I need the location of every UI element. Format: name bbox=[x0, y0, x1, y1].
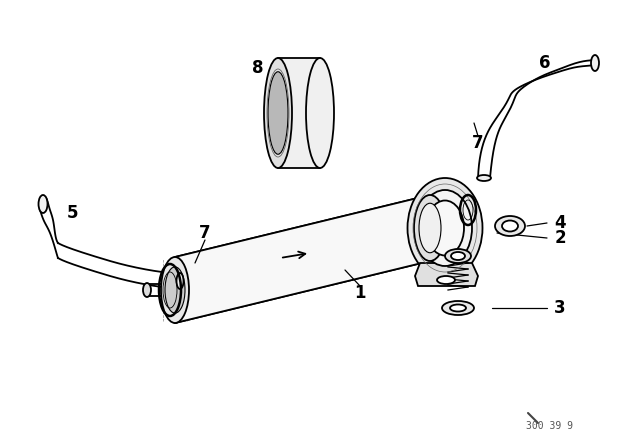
Text: 5: 5 bbox=[67, 204, 77, 222]
Ellipse shape bbox=[437, 276, 455, 284]
Ellipse shape bbox=[264, 58, 292, 168]
Ellipse shape bbox=[502, 220, 518, 232]
Text: 2: 2 bbox=[554, 229, 566, 247]
Text: 300 39 9: 300 39 9 bbox=[527, 421, 573, 431]
Ellipse shape bbox=[161, 257, 189, 323]
Ellipse shape bbox=[306, 58, 334, 168]
Ellipse shape bbox=[477, 175, 491, 181]
Text: 3: 3 bbox=[554, 299, 566, 317]
Polygon shape bbox=[415, 263, 478, 286]
Ellipse shape bbox=[177, 273, 184, 289]
Text: 1: 1 bbox=[355, 284, 365, 302]
Ellipse shape bbox=[418, 190, 472, 266]
Text: 6: 6 bbox=[540, 54, 551, 72]
Ellipse shape bbox=[38, 195, 47, 213]
Text: 8: 8 bbox=[252, 59, 264, 77]
Ellipse shape bbox=[268, 72, 288, 154]
Ellipse shape bbox=[143, 283, 151, 297]
Text: 7: 7 bbox=[199, 224, 211, 242]
Ellipse shape bbox=[419, 203, 441, 253]
Polygon shape bbox=[175, 195, 430, 323]
Ellipse shape bbox=[451, 252, 465, 260]
Polygon shape bbox=[278, 58, 320, 168]
Text: 4: 4 bbox=[554, 214, 566, 232]
Ellipse shape bbox=[450, 305, 466, 311]
Ellipse shape bbox=[414, 195, 446, 261]
Text: 7: 7 bbox=[472, 134, 484, 152]
Ellipse shape bbox=[408, 178, 483, 278]
Ellipse shape bbox=[591, 55, 599, 71]
Ellipse shape bbox=[165, 267, 185, 313]
Ellipse shape bbox=[442, 301, 474, 315]
Ellipse shape bbox=[495, 216, 525, 236]
Ellipse shape bbox=[426, 201, 464, 255]
Ellipse shape bbox=[445, 249, 471, 263]
